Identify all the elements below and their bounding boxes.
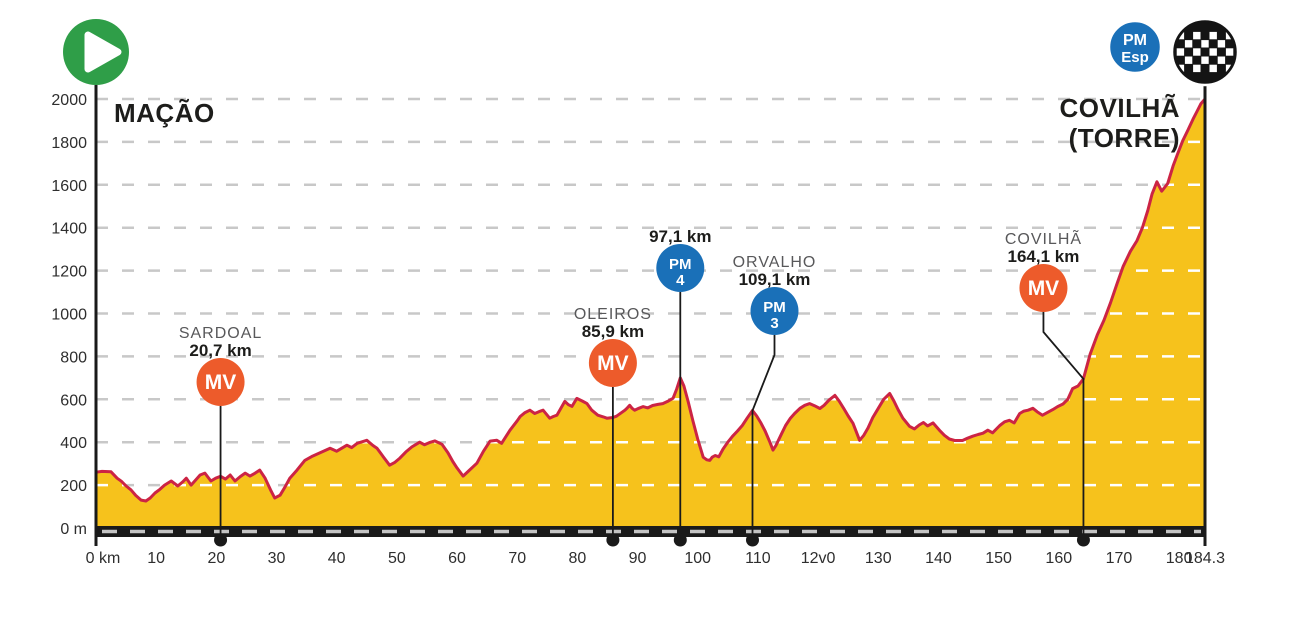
- y-tick-label: 0 m: [60, 521, 87, 538]
- x-tick-label: 80: [568, 550, 586, 567]
- x-tick-label: 100: [684, 550, 711, 567]
- play-icon: [84, 31, 122, 73]
- y-tick-label: 600: [60, 392, 87, 409]
- marker-distance-label: 20,7 km: [189, 341, 251, 360]
- checker-square: [1209, 31, 1217, 40]
- marker-badge-number: 4: [676, 272, 685, 289]
- gridlines-above-profile: [96, 97, 1205, 487]
- checker-square: [1193, 48, 1201, 56]
- marker-dot: [1076, 533, 1090, 547]
- y-tick-label: 1600: [51, 178, 87, 195]
- checker-square: [1176, 48, 1185, 56]
- marker-name-label: ORVALHO: [733, 254, 817, 271]
- x-tick-label: 110: [745, 550, 771, 567]
- marker-dot: [745, 533, 759, 547]
- checker-square: [1184, 56, 1193, 64]
- y-tick-label: 400: [60, 435, 87, 452]
- x-tick-label: 20: [207, 550, 225, 567]
- x-tick-label: 0 km: [86, 550, 121, 567]
- marker-distance-label: 109,1 km: [739, 270, 811, 289]
- checker-square: [1193, 31, 1201, 40]
- pm-esp-badge: PM Esp: [1107, 19, 1163, 75]
- x-tick-label: 170: [1106, 550, 1133, 567]
- x-tick-label: 160: [1045, 550, 1072, 567]
- marker-connector: [751, 335, 776, 540]
- checker-square: [1209, 64, 1217, 73]
- finish-town-label: COVILHÃ (TORRE): [1060, 93, 1181, 153]
- marker-badge-number: 3: [770, 315, 778, 332]
- elevation-line: [95, 98, 1207, 503]
- marker-dot: [606, 533, 620, 547]
- y-tick-label: 1800: [51, 135, 87, 152]
- finish-flag-circle: [1170, 17, 1240, 87]
- x-tick-label: 10: [147, 550, 165, 567]
- marker-dot: [214, 533, 228, 547]
- finish-town-label-line2: (TORRE): [1069, 123, 1180, 153]
- checker-square: [1217, 56, 1226, 64]
- x-tick-label: 70: [508, 550, 526, 567]
- finish-town-label-line1: COVILHÃ: [1060, 93, 1181, 123]
- y-tick-label: 200: [60, 478, 87, 495]
- marker-badge-text: MV: [1028, 277, 1060, 300]
- y-tick-label: 2000: [51, 92, 87, 109]
- marker-pm4: 97,1 km PM4: [649, 227, 711, 547]
- checker-square: [1201, 40, 1209, 48]
- x-tick-label: 180: [1166, 550, 1193, 567]
- x-tick-label: 140: [925, 550, 952, 567]
- checker-square: [1184, 40, 1193, 48]
- elevation-profile-line: [95, 98, 1207, 503]
- marker-connector: [1042, 312, 1085, 540]
- checker-square: [1217, 40, 1226, 48]
- start-town-label: MAÇÃO: [114, 98, 215, 128]
- pm-esp-badge-text-top: PM: [1123, 32, 1147, 49]
- marker-badge-circle: [750, 287, 799, 335]
- x-tick-label: 60: [448, 550, 466, 567]
- checker-square: [1193, 64, 1201, 73]
- marker-badge-circle: [588, 339, 637, 387]
- finish-flag-icon: [1170, 17, 1240, 87]
- x-tick-label: 40: [328, 550, 346, 567]
- marker-distance-label: 85,9 km: [582, 322, 644, 341]
- pm-esp-badge-circle: [1107, 19, 1163, 75]
- marker-name-label: OLEIROS: [574, 306, 652, 323]
- x-axis-labels: 0 km 10 20 30 40 50 60 70 80 90 100 110 12v0 130 140 15…: [86, 550, 1225, 567]
- marker-badge-circle: [656, 244, 705, 292]
- marker-badge-text: PM: [763, 299, 786, 316]
- y-tick-label: 1200: [51, 264, 87, 281]
- checker-square: [1225, 48, 1234, 56]
- marker-dot: [673, 533, 687, 547]
- x-tick-label: 50: [388, 550, 406, 567]
- marker-badge-text: MV: [597, 352, 629, 375]
- x-tick-label: 150: [985, 550, 1012, 567]
- marker-distance-label: 97,1 km: [649, 227, 711, 246]
- play-button[interactable]: [63, 19, 129, 85]
- x-tick-label: 130: [865, 550, 892, 567]
- marker-badge-circle: [1019, 264, 1068, 312]
- marker-badge-text: PM: [669, 256, 692, 273]
- checker-square: [1209, 48, 1217, 56]
- y-tick-label: 1400: [51, 221, 87, 238]
- checker-square: [1201, 56, 1209, 64]
- x-tick-label: 90: [629, 550, 647, 567]
- marker-badge-text: MV: [205, 371, 237, 394]
- axes: [94, 85, 1207, 546]
- x-axis-bar: [96, 526, 1205, 537]
- y-tick-label: 800: [60, 349, 87, 366]
- x-tick-label: 30: [268, 550, 286, 567]
- y-axis-labels: 2000 1800 1600 1400 1200 1000 800 600 400 200 0 m: [51, 92, 87, 538]
- y-tick-label: 1000: [51, 307, 87, 324]
- x-tick-label: 12v0: [801, 550, 836, 567]
- marker-name-label: COVILHÃ: [1005, 228, 1082, 248]
- marker-name-label: SARDOAL: [179, 325, 262, 342]
- marker-badge-circle: [196, 358, 245, 406]
- marker-distance-label: 164,1 km: [1008, 247, 1080, 266]
- x-tick-label: 184.3: [1185, 550, 1225, 567]
- pm-esp-badge-text-bottom: Esp: [1121, 49, 1149, 66]
